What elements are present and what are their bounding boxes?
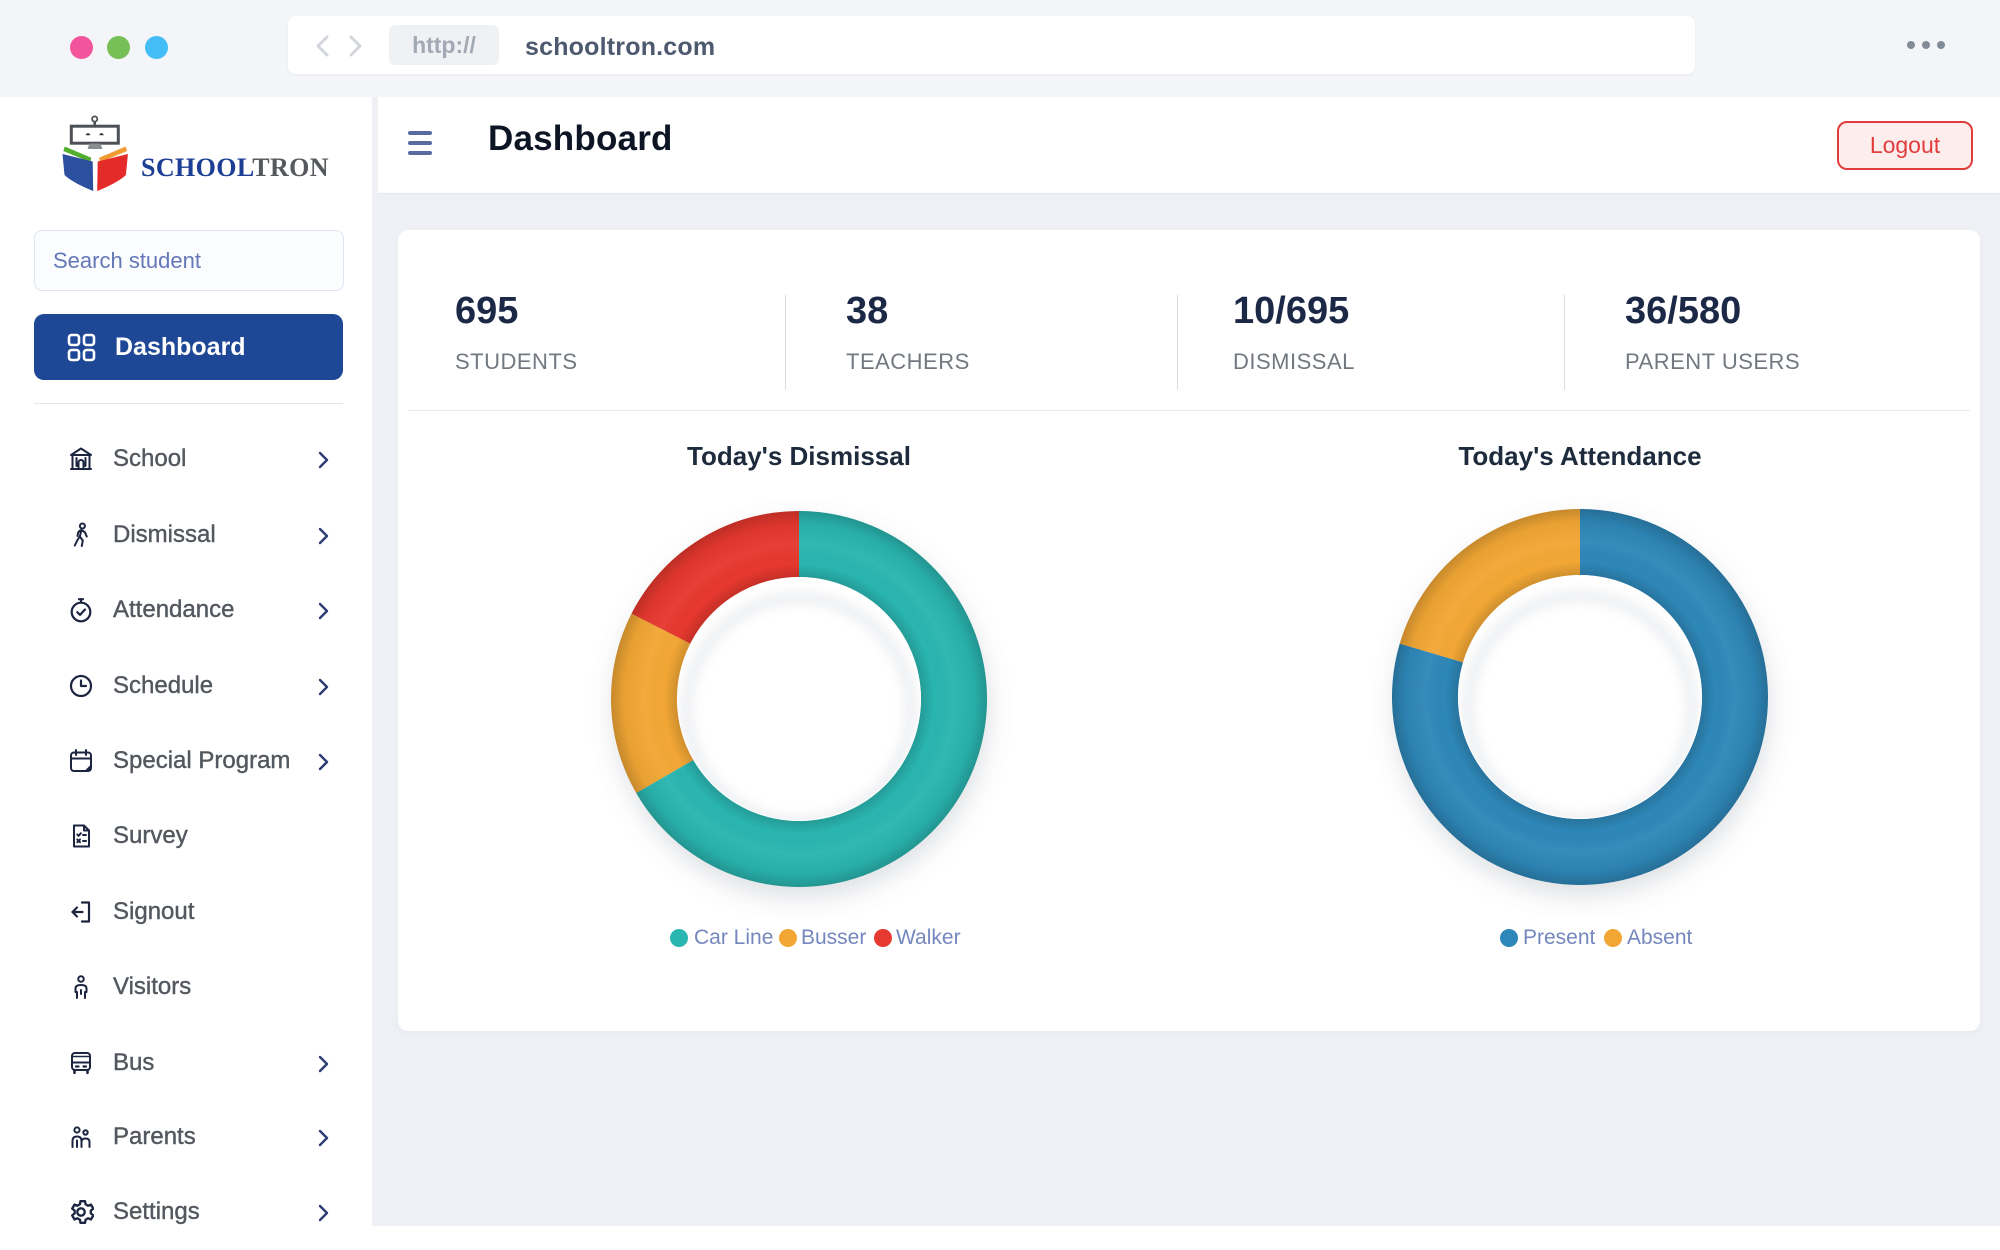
svg-text:SCHOOLTRON: SCHOOLTRON — [141, 153, 329, 182]
